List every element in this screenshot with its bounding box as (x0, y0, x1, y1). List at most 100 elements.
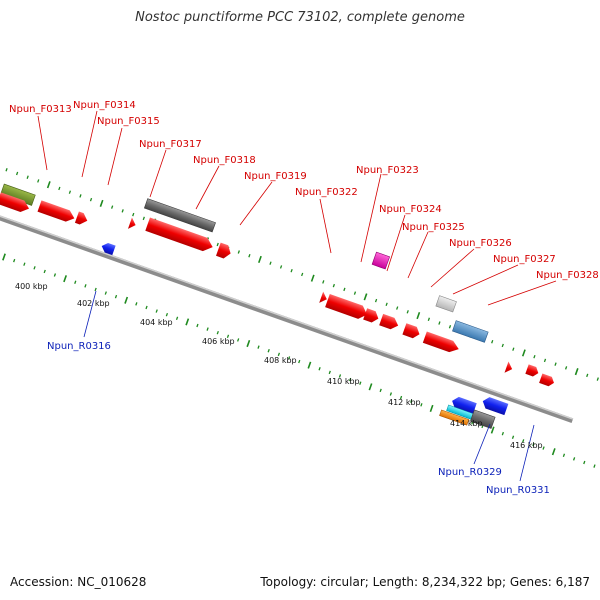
feature-npun-f0313[interactable] (0, 192, 31, 214)
outer-major-tick (521, 349, 526, 357)
outer-minor-tick (290, 268, 293, 273)
inner-major-tick (2, 253, 6, 261)
feature-npun-f0325-cds[interactable] (379, 313, 400, 331)
label-npun-f0315[interactable]: Npun_F0315 (97, 116, 160, 127)
feature-npun-f0323[interactable] (371, 251, 391, 270)
outer-major-tick (363, 293, 368, 301)
leader-npun-f0325 (407, 231, 429, 279)
feature-npun-f0322-marker[interactable] (319, 291, 329, 305)
outer-minor-tick (269, 261, 272, 265)
feature-npun-f0325[interactable] (435, 295, 457, 313)
feature-npun-r0329-orange[interactable] (439, 409, 470, 426)
inner-minor-tick (23, 262, 26, 266)
outer-major-tick (574, 368, 579, 376)
inner-minor-tick (593, 464, 596, 468)
outer-minor-tick (396, 306, 399, 310)
outer-minor-tick (132, 212, 135, 217)
label-npun-f0318[interactable]: Npun_F0318 (193, 155, 256, 166)
coord-label-402kbp: 402 kbp (77, 299, 110, 308)
inner-minor-tick (257, 345, 260, 349)
inner-major-tick (185, 318, 190, 326)
inner-minor-tick (206, 327, 209, 331)
label-npun-f0323[interactable]: Npun_F0323 (356, 165, 419, 176)
inner-minor-tick (542, 446, 545, 450)
coord-label-408kbp: 408 kbp (264, 356, 297, 365)
feature-red-cds-far[interactable] (525, 364, 540, 377)
inner-minor-tick (359, 381, 362, 385)
inner-minor-tick (328, 370, 331, 375)
outer-minor-tick (216, 242, 219, 247)
label-npun-f0326[interactable]: Npun_F0326 (449, 238, 512, 249)
label-npun-r0316[interactable]: Npun_R0316 (47, 341, 111, 352)
feature-npun-f0326[interactable] (452, 320, 489, 343)
feature-npun-f0322[interactable] (325, 293, 369, 321)
leader-npun-f0324 (386, 214, 406, 272)
inner-minor-tick (583, 460, 586, 465)
feature-npun-f0317[interactable] (143, 198, 216, 233)
leader-npun-f0318 (195, 165, 220, 210)
inner-minor-tick (226, 334, 230, 339)
coord-label-416kbp: 416 kbp (510, 441, 543, 450)
coord-label-400kbp: 400 kbp (15, 282, 48, 291)
label-npun-r0329[interactable]: Npun_R0329 (438, 467, 502, 478)
outer-tick-track (5, 168, 599, 381)
label-npun-f0317[interactable]: Npun_F0317 (139, 139, 202, 150)
feature-npun-r0331[interactable] (470, 409, 496, 429)
label-npun-r0331[interactable]: Npun_R0331 (486, 485, 550, 496)
outer-minor-tick (121, 209, 124, 213)
outer-major-tick (99, 199, 104, 207)
inner-major-tick (246, 339, 251, 348)
feature-npun-f0315[interactable] (74, 211, 89, 226)
leader-npun-f0314 (81, 110, 98, 178)
inner-minor-tick (84, 284, 87, 288)
inner-major-tick (124, 296, 129, 304)
label-npun-f0324[interactable]: Npun_F0324 (379, 204, 442, 215)
label-npun-f0313[interactable]: Npun_F0313 (9, 104, 72, 115)
outer-minor-tick (596, 377, 599, 381)
feature-npun-f0314[interactable] (37, 200, 76, 224)
feature-red-cds-edge-right[interactable] (539, 373, 556, 387)
reverse-strand-track (100, 241, 509, 429)
inner-minor-tick (155, 309, 158, 313)
feature-npun-f0326-cds[interactable] (402, 323, 421, 340)
inner-minor-tick (33, 266, 36, 270)
feature-npun-f0324[interactable] (363, 308, 380, 324)
outer-minor-tick (332, 283, 335, 288)
feature-npun-f0327[interactable] (422, 331, 461, 354)
outer-minor-tick (543, 358, 547, 363)
inner-minor-tick (94, 287, 97, 292)
label-npun-f0328[interactable]: Npun_F0328 (536, 270, 599, 281)
label-npun-f0322[interactable]: Npun_F0322 (295, 187, 358, 198)
outer-minor-tick (37, 179, 40, 183)
feature-small-red-cds[interactable] (127, 217, 138, 231)
feature-npun-r0316[interactable] (100, 241, 116, 256)
inner-minor-tick (287, 356, 291, 360)
map-title: Nostoc punctiforme PCC 73102, complete g… (135, 10, 465, 25)
outer-minor-tick (79, 194, 82, 198)
feature-npun-f0319[interactable] (216, 242, 233, 261)
inner-minor-tick (53, 273, 57, 277)
leader-npun-f0323 (360, 173, 382, 263)
inner-minor-tick (572, 457, 576, 461)
label-npun-f0325[interactable]: Npun_F0325 (402, 222, 465, 233)
outer-minor-tick (301, 272, 304, 277)
inner-major-tick (490, 426, 495, 434)
inner-minor-tick (43, 269, 46, 274)
inner-minor-tick (114, 294, 118, 299)
coord-label-412kbp: 412 kbp (388, 398, 421, 407)
label-npun-f0327[interactable]: Npun_F0327 (493, 254, 556, 265)
feature-npun-f0328[interactable] (504, 361, 514, 374)
reverse-label-group: Npun_R0316 Npun_R0329 Npun_R0331 (47, 290, 550, 496)
feature-npun-r0330[interactable] (481, 396, 509, 416)
inner-minor-tick (379, 388, 382, 393)
inner-minor-tick (501, 431, 504, 436)
label-npun-f0314[interactable]: Npun_F0314 (73, 100, 136, 111)
feature-npun-r0329[interactable] (450, 395, 477, 415)
inner-minor-tick (348, 377, 352, 382)
feature-npun-f0318[interactable] (145, 217, 215, 254)
inner-minor-tick (175, 316, 179, 321)
label-npun-f0319[interactable]: Npun_F0319 (244, 171, 307, 182)
inner-minor-tick (145, 305, 148, 310)
inner-minor-tick (267, 349, 270, 353)
